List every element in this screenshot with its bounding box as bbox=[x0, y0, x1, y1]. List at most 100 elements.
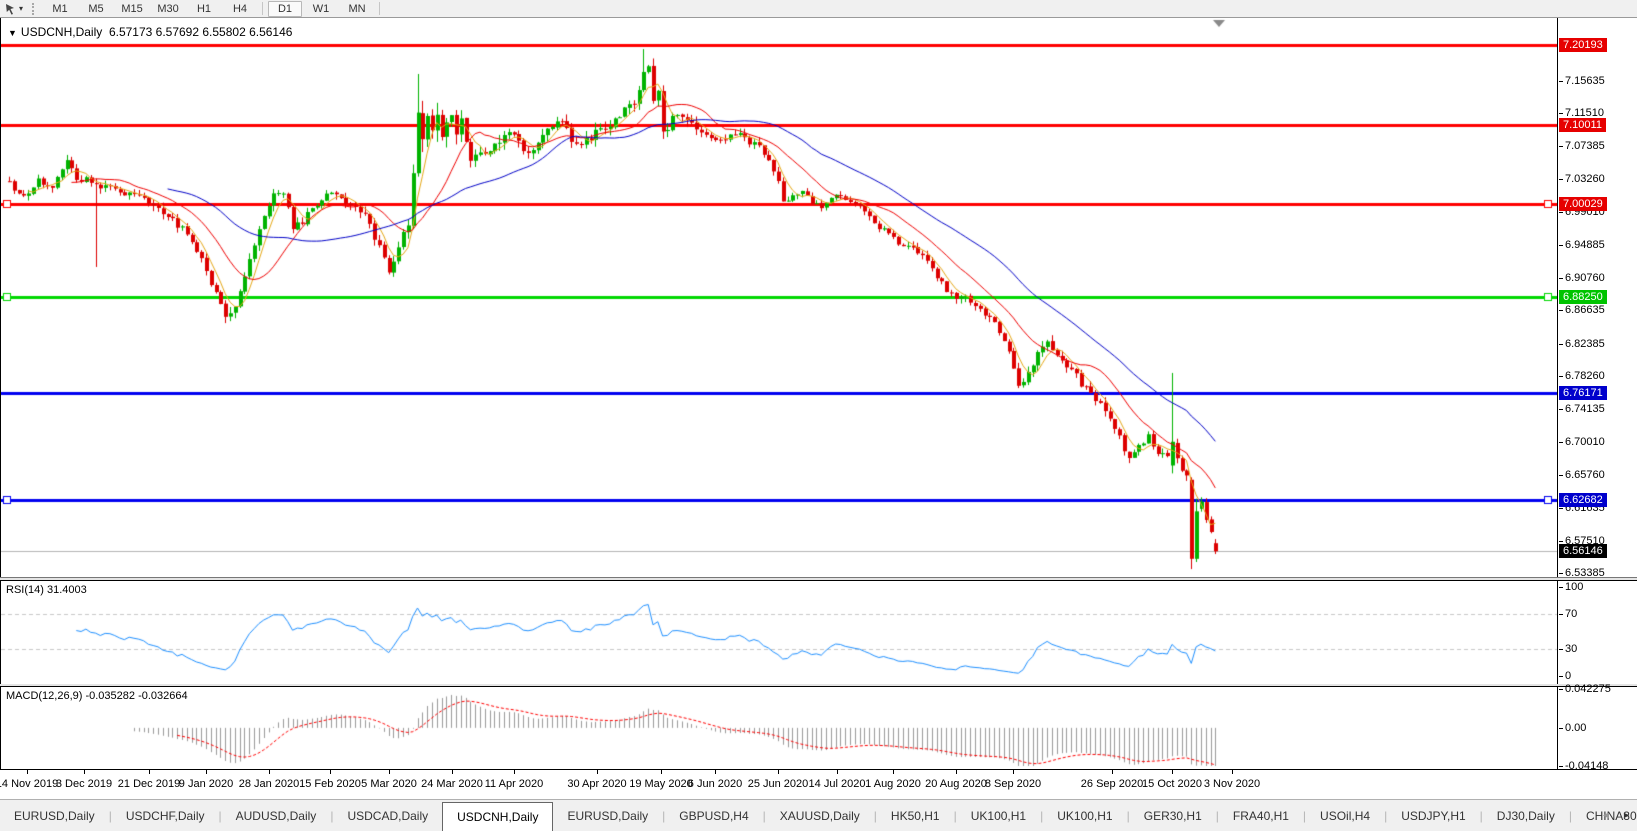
chart-title: ▼ USDCNH,Daily 6.57173 6.57692 6.55802 6.… bbox=[8, 25, 292, 39]
timeframe-button-w1[interactable]: W1 bbox=[312, 2, 330, 15]
chart-tab-gbpusd-h4[interactable]: GBPUSD,H4 bbox=[679, 808, 749, 823]
price-tick-label: 6.74135 bbox=[1559, 403, 1605, 416]
chart-tab-audusd-daily[interactable]: AUDUSD,Daily bbox=[235, 808, 317, 823]
date-tick-label: 20 Aug 2020 bbox=[925, 778, 987, 790]
chart-tab-bar: EURUSD,Daily | USDCHF,Daily | AUDUSD,Daily | U… bbox=[0, 799, 1637, 831]
timeframe-toolbar: M1 M5 M15 M30 H1 H4 D1 W1 MN bbox=[42, 0, 384, 17]
top-toolbar: ▾ M1 M5 M15 M30 H1 H4 D1 W1 MN bbox=[0, 0, 1637, 18]
chart-tab-usdcnh-daily[interactable]: USDCNH,Daily bbox=[442, 802, 554, 831]
chart-tab-china300-h1[interactable]: CHINA300,H1 bbox=[1585, 808, 1637, 823]
date-tick-mark bbox=[661, 770, 662, 774]
rsi-axis[interactable]: 100 70 30 0 bbox=[1557, 581, 1637, 684]
date-tick-mark bbox=[452, 770, 453, 774]
price-tick-label: 7.03260 bbox=[1559, 172, 1605, 185]
chart-tab-fra40-h1[interactable]: FRA40,H1 bbox=[1232, 808, 1289, 823]
cursor-tool-button[interactable]: ▾ bbox=[2, 1, 26, 16]
chart-tab-eurusd-daily[interactable]: EURUSD,Daily bbox=[14, 808, 95, 823]
price-chart-pane: ▼ USDCNH,Daily 6.57173 6.57692 6.55802 6.… bbox=[0, 18, 1637, 579]
pane-splitter[interactable] bbox=[0, 684, 1637, 687]
timeframe-button-m1[interactable]: M1 bbox=[52, 2, 68, 15]
level-price-badge: 7.10011 bbox=[1559, 118, 1606, 133]
chart-tab-ger30-h1[interactable]: GER30,H1 bbox=[1143, 808, 1202, 823]
tab-separator: | bbox=[1568, 808, 1572, 823]
level-price-badge: 6.76171 bbox=[1559, 385, 1607, 400]
date-tick-mark bbox=[389, 770, 390, 774]
chart-tab-eurusd-daily[interactable]: EURUSD,Daily bbox=[567, 808, 649, 823]
tab-separator: | bbox=[873, 808, 877, 823]
date-tick-label: 8 Sep 2020 bbox=[984, 778, 1042, 790]
date-tick-mark bbox=[84, 770, 85, 774]
chart-tab-usdcad-daily[interactable]: USDCAD,Daily bbox=[347, 808, 429, 823]
date-tick-label: 24 Mar 2020 bbox=[421, 778, 483, 790]
chart-tab-usdjpy-h1[interactable]: USDJPY,H1 bbox=[1401, 808, 1466, 823]
chart-tab-uk100-h1[interactable]: UK100,H1 bbox=[1057, 808, 1113, 823]
date-tick-label: 9 Jan 2020 bbox=[178, 778, 234, 790]
tab-separator: | bbox=[662, 808, 666, 823]
date-tick-mark bbox=[715, 770, 716, 774]
timeframe-button-h4[interactable]: H4 bbox=[232, 2, 248, 15]
date-tick-label: 15 Feb 2020 bbox=[299, 778, 361, 790]
macd-label: MACD(12,26,9) -0.035282 -0.032664 bbox=[6, 690, 188, 702]
date-tick-mark bbox=[597, 770, 598, 774]
tab-separator: | bbox=[1040, 808, 1044, 823]
tab-separator: | bbox=[108, 808, 112, 823]
price-axis[interactable]: 7.15635 7.11510 7.07385 7.03260 6.99010 6.948… bbox=[1557, 18, 1637, 579]
date-tick-mark bbox=[206, 770, 207, 774]
rsi-pane: RSI(14) 31.4003 100 70 30 0 bbox=[0, 581, 1637, 684]
date-tick-mark bbox=[269, 770, 270, 774]
chart-tab-usoil-h4[interactable]: USOil,H4 bbox=[1320, 808, 1371, 823]
macd-axis[interactable]: 0.042275 0.00 -0.04148 bbox=[1557, 683, 1637, 772]
date-tick-label: 28 Jan 2020 bbox=[238, 778, 300, 790]
date-tick-mark bbox=[514, 770, 515, 774]
price-chart-canvas[interactable] bbox=[1, 18, 1557, 577]
chart-ohlc-values: 6.57173 6.57692 6.55802 6.56146 bbox=[108, 25, 293, 39]
timeframe-button-m15[interactable]: M15 bbox=[121, 2, 143, 15]
collapse-indicator-icon[interactable]: ▼ bbox=[8, 28, 17, 38]
tab-scroll-left-icon[interactable]: ◄ bbox=[1601, 810, 1611, 820]
toolbar-grip[interactable] bbox=[32, 2, 37, 15]
date-tick-label: 3 Nov 2020 bbox=[1203, 778, 1261, 790]
rsi-canvas[interactable] bbox=[1, 581, 1557, 684]
date-tick-label: 21 Dec 2019 bbox=[117, 778, 181, 790]
date-axis[interactable]: 14 Nov 2019 3 Dec 2019 21 Dec 2019 9 Jan 20… bbox=[0, 769, 1637, 799]
tab-separator: | bbox=[762, 808, 766, 823]
timeframe-button-m5[interactable]: M5 bbox=[88, 2, 104, 15]
cursor-icon bbox=[6, 3, 14, 15]
date-tick-mark bbox=[1112, 770, 1113, 774]
price-tick-label: 7.15635 bbox=[1559, 74, 1605, 87]
date-tick-label: 26 Sep 2020 bbox=[1080, 778, 1144, 790]
chart-tab-dj30-daily[interactable]: DJ30,Daily bbox=[1496, 808, 1555, 823]
tab-scroll-controls: ◄ ► bbox=[1601, 800, 1633, 831]
price-tick-label: 7.07385 bbox=[1559, 140, 1605, 153]
date-tick-label: 11 Apr 2020 bbox=[484, 778, 544, 790]
chart-tab-uk100-h1[interactable]: UK100,H1 bbox=[970, 808, 1027, 823]
chart-tab-usdchf-daily[interactable]: USDCHF,Daily bbox=[125, 808, 205, 823]
chart-tab-xauusd-daily[interactable]: XAUUSD,Daily bbox=[779, 808, 860, 823]
rsi-label: RSI(14) 31.4003 bbox=[6, 584, 87, 596]
macd-pane: MACD(12,26,9) -0.035282 -0.032664 0.0422… bbox=[0, 683, 1637, 772]
pane-splitter[interactable] bbox=[0, 577, 1637, 581]
rsi-tick-label: 0 bbox=[1558, 670, 1572, 682]
timeframe-button-mn[interactable]: MN bbox=[348, 2, 366, 15]
date-tick-label: 3 Dec 2019 bbox=[55, 778, 113, 790]
date-tick-mark bbox=[1232, 770, 1233, 774]
toolbar-separator bbox=[262, 2, 264, 15]
price-tick-label: 6.90760 bbox=[1559, 271, 1605, 284]
timeframe-button-d1[interactable]: D1 bbox=[268, 0, 303, 17]
price-tick-label: 6.86635 bbox=[1559, 304, 1605, 317]
timeframe-button-m30[interactable]: M30 bbox=[157, 2, 179, 15]
rsi-tick-label: 100 bbox=[1558, 581, 1584, 593]
date-tick-label: 5 Mar 2020 bbox=[361, 778, 417, 790]
tab-scroll-right-icon[interactable]: ► bbox=[1622, 810, 1631, 820]
tab-separator: | bbox=[1479, 808, 1483, 823]
tab-separator: | bbox=[1384, 808, 1388, 823]
macd-canvas[interactable] bbox=[1, 687, 1557, 769]
tab-separator: | bbox=[1126, 808, 1130, 823]
date-tick-mark bbox=[1013, 770, 1014, 774]
rsi-tick-label: 70 bbox=[1558, 607, 1578, 620]
cursor-tool-caret-icon: ▾ bbox=[19, 4, 24, 13]
timeframe-button-h1[interactable]: H1 bbox=[196, 2, 212, 15]
date-tick-mark bbox=[837, 770, 838, 774]
chart-tab-hk50-h1[interactable]: HK50,H1 bbox=[890, 808, 940, 823]
